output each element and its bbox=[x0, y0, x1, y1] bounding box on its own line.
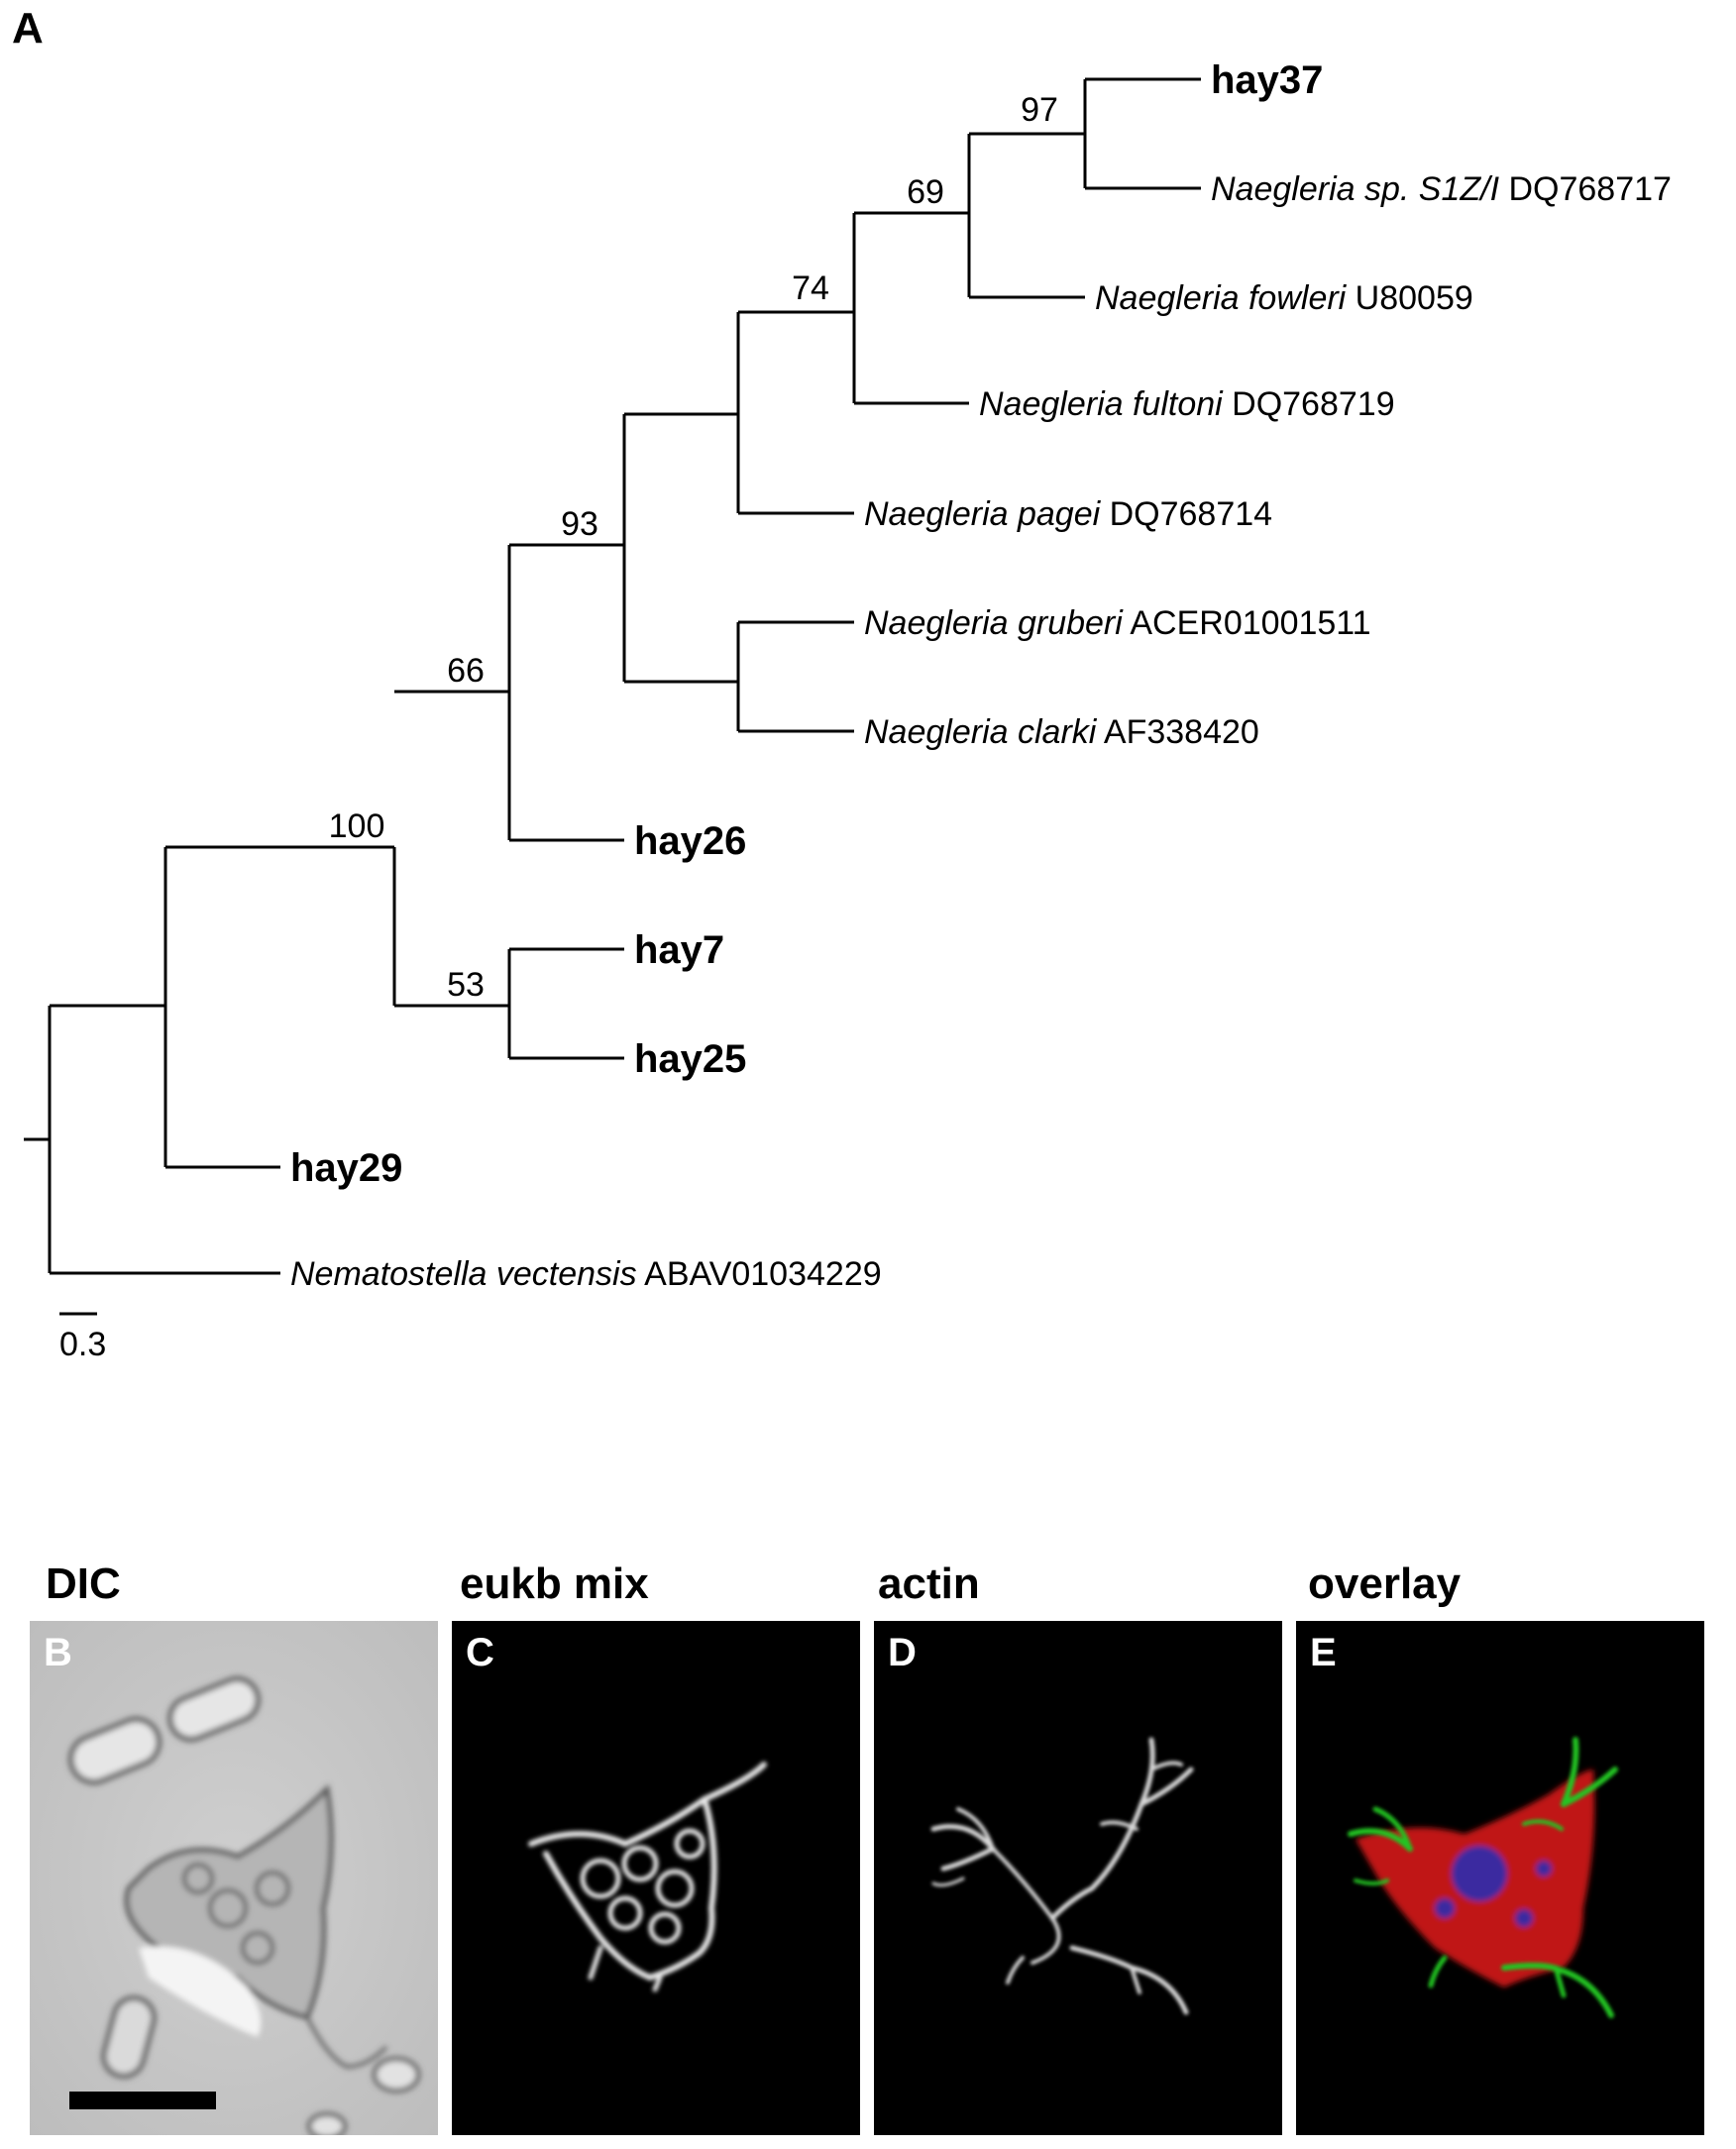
taxon-name: Naegleria fowleri bbox=[1095, 279, 1348, 317]
bootstrap-value-100: 100 bbox=[329, 807, 385, 845]
panel-c-letter: C bbox=[466, 1631, 494, 1674]
bootstrap-value-74: 74 bbox=[792, 269, 829, 307]
actin-micrograph bbox=[874, 1621, 1282, 2135]
taxon-label-nfow: Naegleria fowleri U80059 bbox=[1095, 279, 1473, 317]
bootstrap-value-53: 53 bbox=[447, 966, 485, 1004]
panel-e-letter: E bbox=[1310, 1631, 1337, 1674]
taxon-name: hay29 bbox=[290, 1146, 402, 1190]
taxon-label-ns: Naegleria sp. S1Z/I DQ768717 bbox=[1211, 170, 1672, 208]
taxon-name: Naegleria fultoni bbox=[979, 385, 1224, 423]
panel-c-fluorescence-image: C bbox=[452, 1621, 860, 2135]
taxon-label-ngru: Naegleria gruberi ACER01001511 bbox=[864, 604, 1371, 642]
panel-b-letter: B bbox=[44, 1631, 72, 1674]
accession-number: ABAV01034229 bbox=[637, 1255, 882, 1293]
panel-c-title: eukb mix bbox=[460, 1559, 649, 1608]
dic-micrograph bbox=[30, 1621, 438, 2135]
bootstrap-value-93: 93 bbox=[561, 505, 598, 543]
eukb-mix-micrograph bbox=[452, 1621, 860, 2135]
panel-e-overlay-image: E bbox=[1296, 1621, 1704, 2135]
bootstrap-value-69: 69 bbox=[907, 173, 944, 211]
taxon-name: Nematostella vectensis bbox=[290, 1255, 637, 1293]
taxon-label-nful: Naegleria fultoni DQ768719 bbox=[979, 385, 1395, 423]
overlay-micrograph bbox=[1296, 1621, 1704, 2135]
dic-scale-bar bbox=[69, 2092, 216, 2109]
taxon-name: Naegleria gruberi bbox=[864, 604, 1124, 642]
taxon-name: hay25 bbox=[634, 1037, 746, 1081]
accession-number: DQ768719 bbox=[1223, 385, 1395, 423]
taxon-label-npag: Naegleria pagei DQ768714 bbox=[864, 495, 1272, 533]
accession-number: DQ768714 bbox=[1100, 495, 1272, 533]
taxon-name: Naegleria sp. S1Z/I bbox=[1211, 170, 1500, 208]
taxon-name: Naegleria clarki bbox=[864, 713, 1098, 751]
taxon-name: Naegleria pagei bbox=[864, 495, 1102, 533]
accession-number: ACER01001511 bbox=[1123, 604, 1371, 642]
bootstrap-value-66: 66 bbox=[447, 652, 485, 690]
panel-e-title: overlay bbox=[1308, 1559, 1462, 1608]
accession-number: AF338420 bbox=[1096, 713, 1258, 751]
taxon-label-hay26: hay26 bbox=[634, 819, 746, 863]
panel-b-title: DIC bbox=[46, 1559, 121, 1608]
taxon-name: hay37 bbox=[1211, 58, 1323, 102]
bootstrap-labels: 97 69 74 93 66 100 53 bbox=[329, 91, 1058, 1004]
taxon-label-hay37: hay37 bbox=[1211, 58, 1323, 102]
taxon-label-hay29: hay29 bbox=[290, 1146, 402, 1190]
panel-d-letter: D bbox=[888, 1631, 917, 1674]
tree-branches bbox=[24, 77, 1201, 1275]
taxon-label-ncla: Naegleria clarki AF338420 bbox=[864, 713, 1259, 751]
panel-b-dic-image: B bbox=[30, 1621, 438, 2135]
taxon-label-hay7: hay7 bbox=[634, 928, 724, 972]
taxon-label-hay25: hay25 bbox=[634, 1037, 746, 1081]
accession-number: U80059 bbox=[1346, 279, 1473, 317]
bootstrap-value-97: 97 bbox=[1021, 91, 1058, 129]
panel-d-title: actin bbox=[878, 1559, 980, 1608]
taxon-label-nvec: Nematostella vectensis ABAV01034229 bbox=[290, 1255, 882, 1293]
panel-a-label: A bbox=[12, 4, 44, 53]
panel-d-fluorescence-image: D bbox=[874, 1621, 1282, 2135]
accession-number: DQ768717 bbox=[1499, 170, 1672, 208]
scale-bar: 0.3 bbox=[59, 1312, 106, 1363]
taxon-name: hay7 bbox=[634, 928, 724, 972]
taxon-name: hay26 bbox=[634, 819, 746, 863]
scale-bar-label: 0.3 bbox=[59, 1326, 106, 1363]
